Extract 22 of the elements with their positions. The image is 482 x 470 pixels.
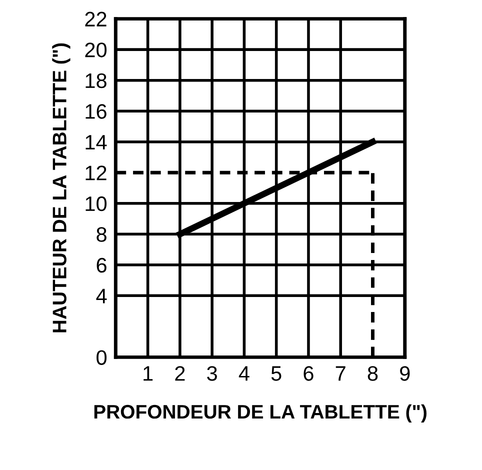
y-tick-label: 8 xyxy=(96,227,106,242)
y-tick-label: 16 xyxy=(86,104,106,119)
x-axis-title: PROFONDEUR DE LA TABLETTE (") xyxy=(94,404,426,423)
y-tick-label: 22 xyxy=(85,12,106,26)
y-tick-label: 18 xyxy=(86,73,106,88)
y-tick-label: 20 xyxy=(85,42,107,58)
x-tick-label: 1 xyxy=(144,366,153,381)
y-axis-title: HAUTEUR DE LA TABLETTE (") xyxy=(52,43,70,332)
x-tick-label: 6 xyxy=(304,366,314,381)
x-tick-label: 2 xyxy=(175,366,185,381)
x-tick-label: 7 xyxy=(336,366,346,381)
x-tick-label: 8 xyxy=(368,366,378,381)
x-tick-label: 5 xyxy=(271,366,282,381)
y-tick-label: 14 xyxy=(86,135,107,150)
y-tick-label: 10 xyxy=(86,196,107,212)
y-tick-label: 0 xyxy=(96,350,107,365)
y-tick-label: 12 xyxy=(86,166,106,180)
x-tick-label: 9 xyxy=(400,366,410,381)
y-tick-label: 6 xyxy=(96,258,106,273)
x-tick-label: 3 xyxy=(207,366,217,381)
y-tick-label: 4 xyxy=(96,288,107,304)
x-tick-label: 4 xyxy=(238,366,250,381)
